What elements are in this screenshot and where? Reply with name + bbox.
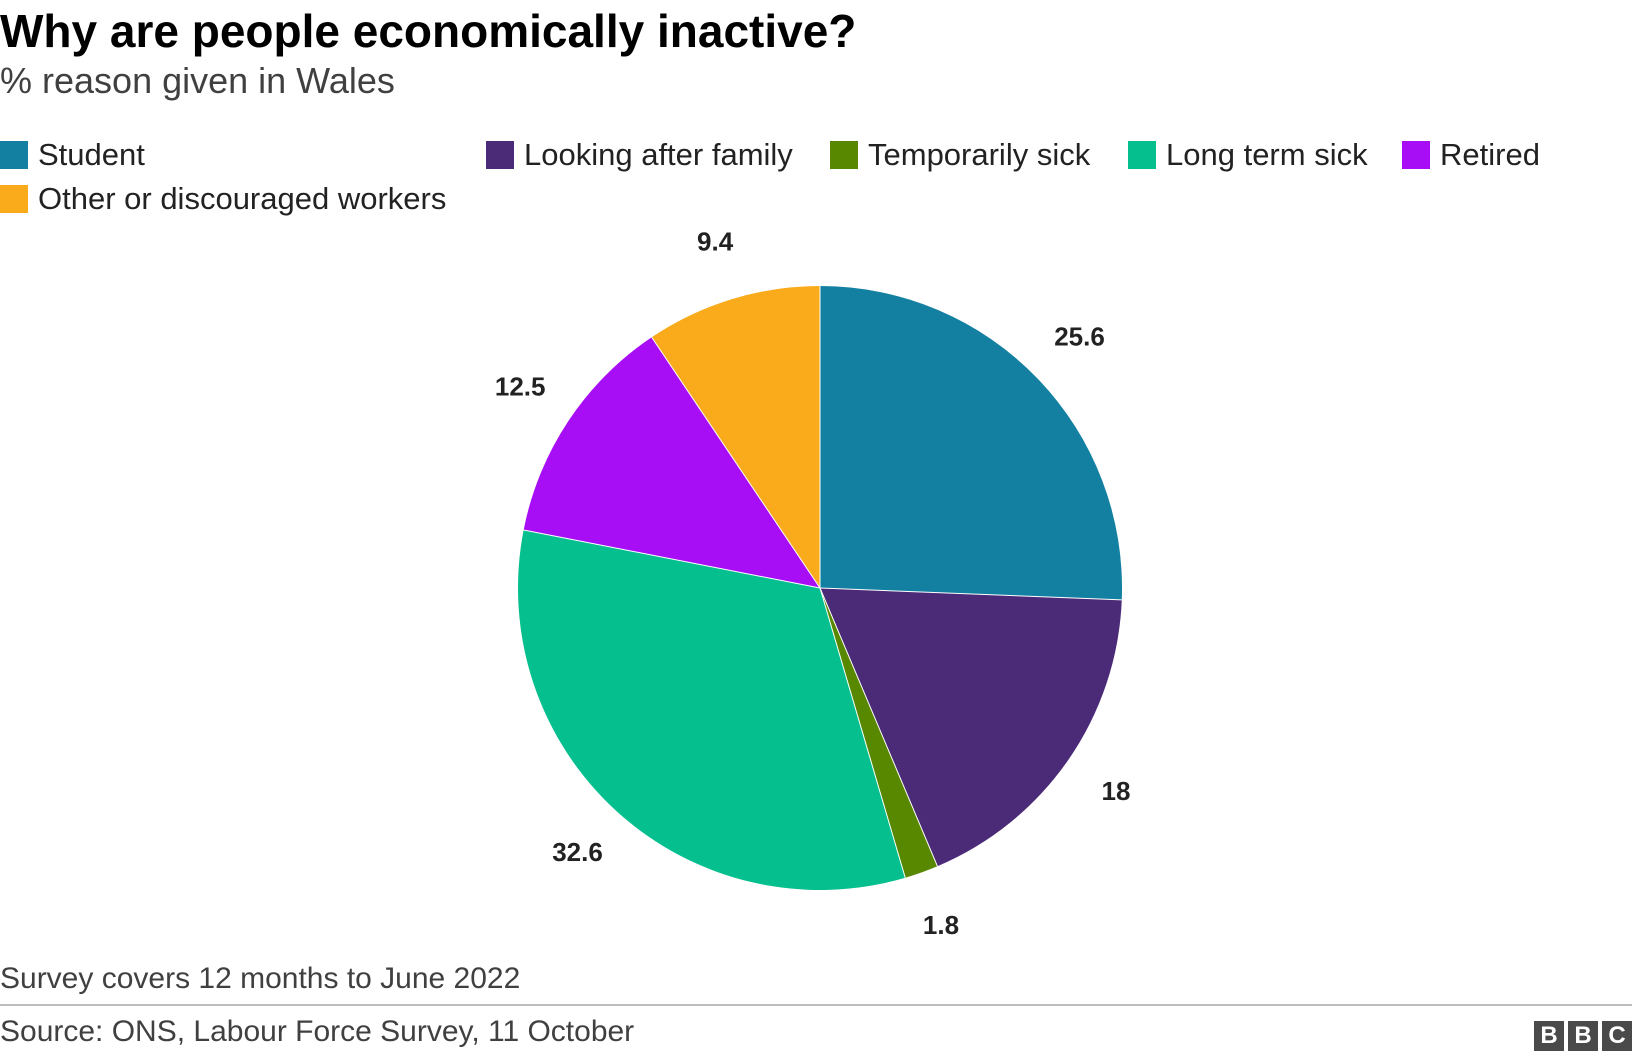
- slice-separator: [523, 529, 821, 589]
- legend-item-other-or-discouraged-workers: Other or discouraged workers: [0, 181, 446, 217]
- legend-label-retired: Retired: [1440, 137, 1540, 172]
- chart-subtitle: % reason given in Wales: [0, 60, 395, 101]
- pie-slice-student: [820, 286, 1123, 600]
- slice-label-other-or-discouraged-workers: 9.4: [697, 226, 734, 256]
- bbc-logo-letter: B: [1568, 1021, 1598, 1051]
- legend-swatch-temporarily-sick: [830, 141, 858, 169]
- legend-swatch-looking-after-family: [486, 141, 514, 169]
- legend-item-temporarily-sick: Temporarily sick: [830, 137, 1090, 173]
- legend-swatch-long-term-sick: [1128, 141, 1156, 169]
- slice-label-student: 25.6: [1054, 321, 1105, 351]
- slice-label-long-term-sick: 32.6: [552, 837, 603, 867]
- bbc-logo-letter: B: [1534, 1021, 1564, 1051]
- bbc-logo-letter: C: [1602, 1021, 1632, 1051]
- legend-item-retired: Retired: [1402, 137, 1540, 173]
- legend-swatch-other-or-discouraged-workers: [0, 185, 28, 213]
- legend-item-long-term-sick: Long term sick: [1128, 137, 1368, 173]
- slice-separator: [819, 587, 1122, 601]
- pie-slice-looking-after-family: [820, 588, 1122, 867]
- slice-label-retired: 12.5: [495, 372, 546, 402]
- legend-label-looking-after-family: Looking after family: [524, 137, 793, 172]
- pie-chart: 25.6 18 1.8 32.6 12.5 9.4: [495, 226, 1131, 940]
- legend-swatch-student: [0, 141, 28, 169]
- pie-slice-temporarily-sick: [820, 588, 938, 878]
- legend-item-looking-after-family: Looking after family: [486, 137, 793, 173]
- chart-note: Survey covers 12 months to June 2022: [0, 962, 521, 995]
- slice-label-looking-after-family: 18: [1102, 776, 1131, 806]
- legend-item-student: Student: [0, 137, 145, 173]
- bbc-logo: B B C: [1534, 1021, 1632, 1051]
- footer-divider: [0, 1004, 1632, 1006]
- chart-source: Source: ONS, Labour Force Survey, 11 Oct…: [0, 1015, 635, 1048]
- chart-title: Why are people economically inactive?: [0, 5, 857, 57]
- legend-label-temporarily-sick: Temporarily sick: [868, 137, 1091, 172]
- pie-slice-other-or-discouraged-workers: [651, 286, 820, 588]
- slice-separator: [651, 336, 821, 589]
- legend-label-other-or-discouraged-workers: Other or discouraged workers: [38, 181, 447, 216]
- pie-slice-retired: [523, 337, 820, 588]
- slice-label-temporarily-sick: 1.8: [923, 910, 959, 940]
- chart-legend: Student Looking after family Temporarily…: [0, 0, 1632, 230]
- legend-label-long-term-sick: Long term sick: [1166, 137, 1368, 172]
- slice-separator: [819, 587, 938, 867]
- slice-separator: [819, 587, 906, 878]
- legend-label-student: Student: [38, 137, 145, 172]
- pie-slice-long-term-sick: [517, 529, 906, 891]
- legend-swatch-retired: [1402, 141, 1430, 169]
